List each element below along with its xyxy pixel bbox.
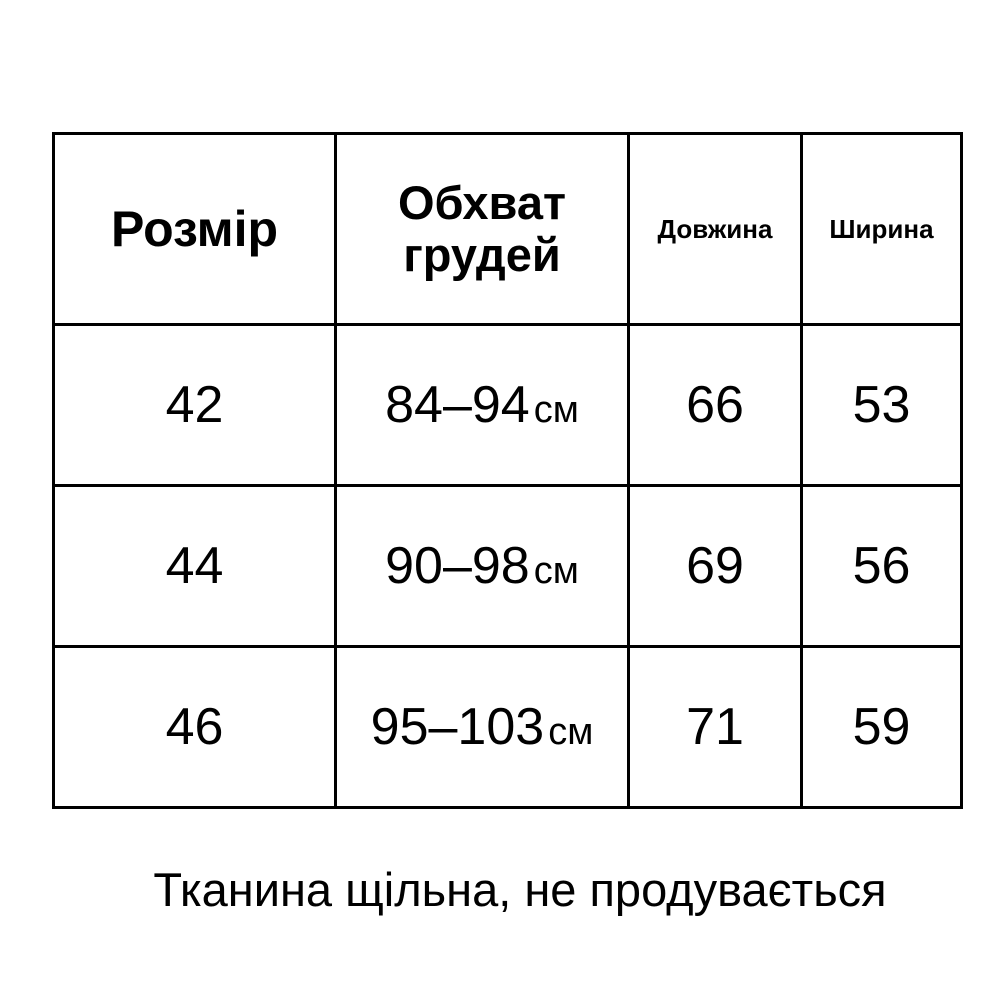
unit-label: см bbox=[533, 550, 579, 592]
unit-label: см bbox=[533, 389, 579, 431]
header-size: Розмір bbox=[52, 132, 337, 326]
cell-size: 44 bbox=[52, 484, 337, 648]
cell-length: 71 bbox=[627, 645, 803, 809]
table-row: 46 95–103 см 71 59 bbox=[52, 645, 963, 809]
table-row: 44 90–98 см 69 56 bbox=[52, 484, 963, 648]
header-chest: Обхват грудей bbox=[334, 132, 630, 326]
table-row: 42 84–94 см 66 53 bbox=[52, 323, 963, 487]
fabric-note: Тканина щільна, не продувається bbox=[153, 863, 887, 916]
chest-value: 84–94 bbox=[385, 376, 530, 434]
chest-value: 95–103 bbox=[370, 698, 545, 756]
cell-length: 69 bbox=[627, 484, 803, 648]
header-width: Ширина bbox=[800, 132, 963, 326]
chest-value: 90–98 bbox=[385, 537, 530, 595]
cell-width: 59 bbox=[800, 645, 963, 809]
cell-chest: 95–103 см bbox=[334, 645, 630, 809]
cell-length: 66 bbox=[627, 323, 803, 487]
cell-size: 42 bbox=[52, 323, 337, 487]
cell-chest: 90–98 см bbox=[334, 484, 630, 648]
cell-chest: 84–94 см bbox=[334, 323, 630, 487]
cell-width: 53 bbox=[800, 323, 963, 487]
cell-size: 46 bbox=[52, 645, 337, 809]
header-row: Розмір Обхват грудей Довжина Ширина bbox=[52, 132, 963, 326]
size-chart-table: Розмір Обхват грудей Довжина Ширина 42 8… bbox=[52, 132, 963, 809]
header-length: Довжина bbox=[627, 132, 803, 326]
unit-label: см bbox=[548, 711, 594, 753]
cell-width: 56 bbox=[800, 484, 963, 648]
